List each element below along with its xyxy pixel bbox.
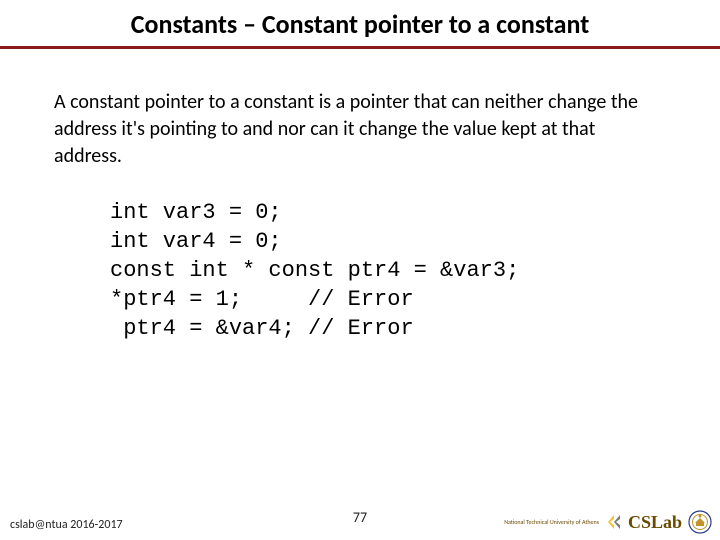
- cslab-logo: CSLab: [607, 512, 682, 533]
- chevron-icon: [607, 513, 627, 531]
- institution-label: National Technical University of Athens: [504, 519, 599, 525]
- slide: Constants – Constant pointer to a consta…: [0, 0, 720, 540]
- title-block: Constants – Constant pointer to a consta…: [0, 0, 720, 40]
- slide-title: Constants – Constant pointer to a consta…: [131, 8, 589, 40]
- slide-body: A constant pointer to a constant is a po…: [0, 49, 720, 343]
- footer: cslab@ntua 2016-2017 77 National Technic…: [0, 506, 720, 534]
- definition-paragraph: A constant pointer to a constant is a po…: [54, 89, 666, 170]
- footer-logos: National Technical University of Athens …: [504, 510, 712, 534]
- institution-seal-icon: [688, 510, 712, 534]
- code-block: int var3 = 0; int var4 = 0; const int * …: [110, 198, 666, 343]
- cslab-logo-text: CSLab: [628, 512, 682, 533]
